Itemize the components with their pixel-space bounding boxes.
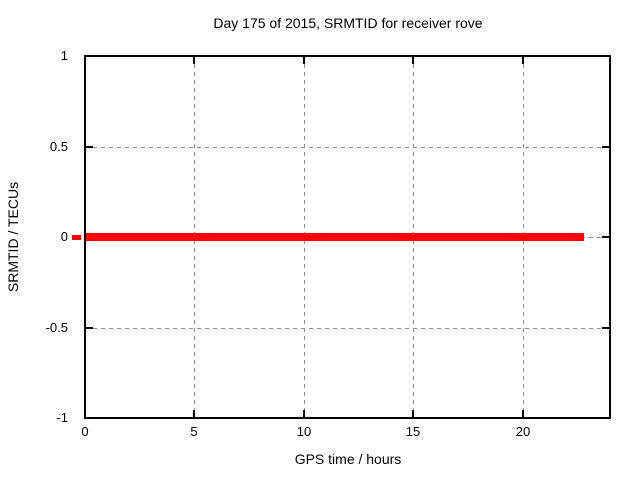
y-gridline	[85, 328, 610, 329]
x-tick-top	[522, 57, 524, 64]
x-tick-top	[303, 57, 305, 64]
x-tick-label: 10	[296, 424, 312, 439]
x-axis-label: GPS time / hours	[294, 451, 402, 467]
y-tick-label: -0.5	[45, 320, 68, 335]
y-tick-left	[86, 146, 93, 148]
x-tick-label: 20	[515, 424, 531, 439]
series-line-srmtid	[85, 233, 584, 241]
x-tick-label: 5	[190, 424, 198, 439]
y-axis-label: SRMTID / TECUs	[5, 181, 21, 293]
x-tick-label: 15	[405, 424, 421, 439]
x-tick-top	[193, 57, 195, 64]
y-tick-label: 1	[60, 48, 68, 63]
plot-area-border	[84, 55, 611, 419]
chart-title: Day 175 of 2015, SRMTID for receiver rov…	[213, 15, 483, 31]
x-tick-top	[412, 57, 414, 64]
y-tick-right	[602, 236, 609, 238]
x-tick-bottom	[412, 410, 414, 417]
x-tick-bottom	[193, 410, 195, 417]
y-tick-right	[602, 327, 609, 329]
series-line-cap	[72, 235, 81, 240]
y-tick-label: 0.5	[49, 139, 68, 154]
y-tick-left	[86, 327, 93, 329]
y-tick-label: 0	[60, 229, 68, 244]
y-gridline	[85, 147, 610, 148]
y-tick-label: -1	[56, 410, 68, 425]
x-tick-label: 0	[81, 424, 89, 439]
x-tick-bottom	[522, 410, 524, 417]
x-tick-bottom	[303, 410, 305, 417]
y-tick-right	[602, 146, 609, 148]
